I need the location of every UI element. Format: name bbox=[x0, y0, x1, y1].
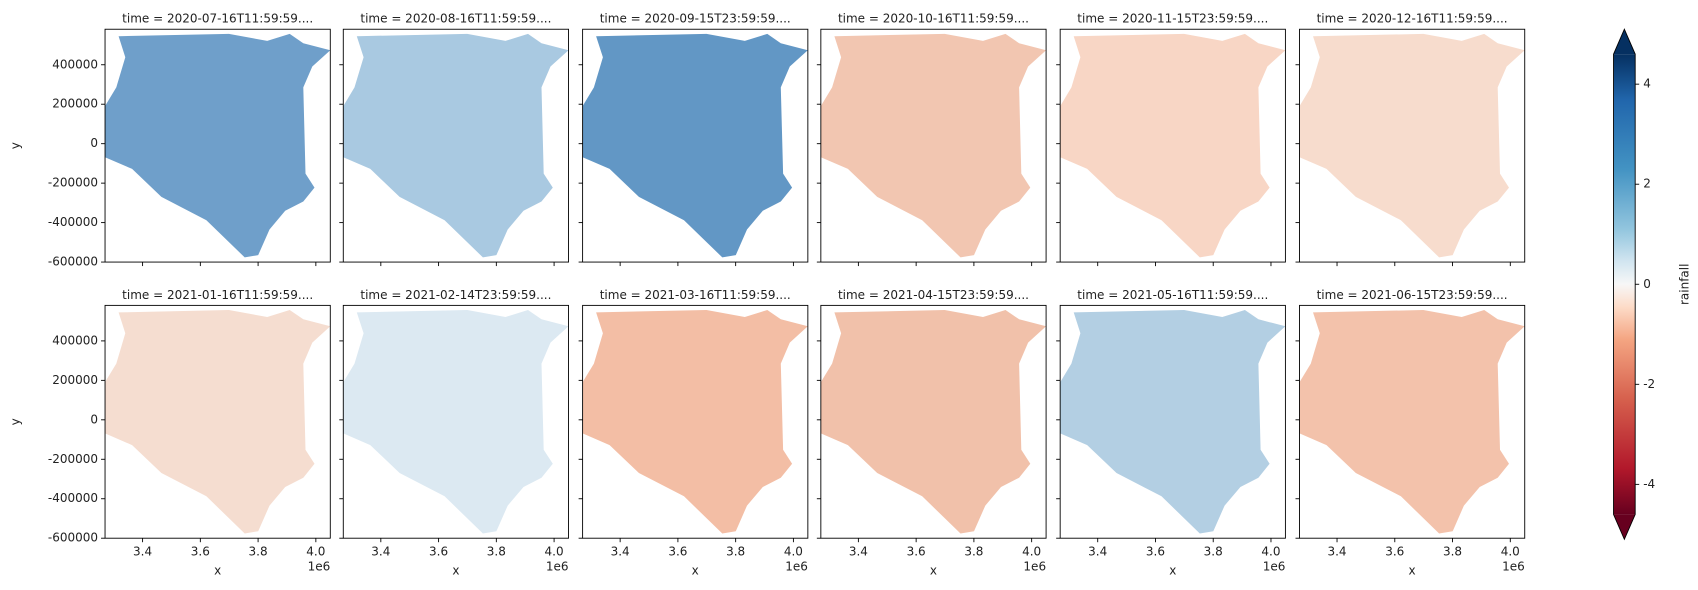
map-region bbox=[1299, 33, 1525, 258]
panel-title: time = 2020-07-16T11:59:59.... bbox=[122, 12, 313, 26]
x-tick-label: 4.0 bbox=[306, 545, 325, 559]
x-tick-label: 3.6 bbox=[907, 545, 926, 559]
x-tick-label: 3.8 bbox=[964, 545, 983, 559]
map-region bbox=[105, 33, 331, 258]
x-axis-label: x bbox=[1169, 564, 1176, 578]
x-offset-label: 1e6 bbox=[1023, 560, 1046, 574]
panel-title: time = 2020-11-15T23:59:59.... bbox=[1077, 12, 1268, 26]
x-tick-label: 4.0 bbox=[545, 545, 564, 559]
x-axis-label: x bbox=[452, 564, 459, 578]
x-axis-label: x bbox=[692, 564, 699, 578]
map-region bbox=[1299, 310, 1525, 534]
y-tick-label: 200000 bbox=[52, 373, 98, 387]
x-offset-label: 1e6 bbox=[308, 560, 331, 574]
colorbar-frame bbox=[1613, 28, 1636, 541]
panel-title: time = 2021-04-15T23:59:59.... bbox=[838, 288, 1029, 302]
y-tick-label: -600000 bbox=[48, 255, 98, 269]
panel-title: time = 2021-05-16T11:59:59.... bbox=[1077, 288, 1268, 302]
y-tick-label: 0 bbox=[90, 136, 98, 150]
x-tick-label: 3.8 bbox=[487, 545, 506, 559]
axes-frame bbox=[104, 304, 331, 539]
y-tick-label: 0 bbox=[90, 412, 98, 426]
x-tick-label: 3.4 bbox=[849, 545, 868, 559]
x-axis-label: x bbox=[930, 564, 937, 578]
x-tick-label: 3.6 bbox=[1385, 545, 1404, 559]
colorbar-extend-top bbox=[1613, 29, 1636, 55]
map-region bbox=[582, 310, 808, 534]
colorbar-tick-label: 0 bbox=[1643, 277, 1651, 291]
map-region bbox=[1060, 33, 1286, 258]
axes-frame bbox=[582, 304, 809, 539]
y-tick-label: -600000 bbox=[48, 531, 98, 545]
map-region bbox=[582, 33, 808, 258]
y-axis-label: y bbox=[9, 142, 23, 149]
panel-title: time = 2020-12-16T11:59:59.... bbox=[1317, 12, 1508, 26]
colorbar-tick-label: 4 bbox=[1643, 77, 1651, 91]
colorbar-extend-bottom bbox=[1613, 514, 1636, 540]
panel-title: time = 2020-08-16T11:59:59.... bbox=[360, 12, 551, 26]
map-region bbox=[343, 33, 569, 258]
y-tick-label: 200000 bbox=[52, 97, 98, 111]
x-tick-label: 3.6 bbox=[1146, 545, 1165, 559]
x-tick-label: 4.0 bbox=[1501, 545, 1520, 559]
axes-frame bbox=[820, 304, 1047, 539]
panel-title: time = 2020-10-16T11:59:59.... bbox=[838, 12, 1029, 26]
axes-frame bbox=[1299, 28, 1526, 263]
x-axis-label: x bbox=[1409, 564, 1416, 578]
colorbar-label: rainfall bbox=[1678, 264, 1692, 305]
colorbar-tick-label: -2 bbox=[1643, 377, 1655, 391]
x-offset-label: 1e6 bbox=[785, 560, 808, 574]
x-tick-label: 3.8 bbox=[249, 545, 268, 559]
x-tick-label: 4.0 bbox=[1261, 545, 1280, 559]
axes-frame bbox=[1059, 28, 1286, 263]
y-tick-label: -400000 bbox=[48, 215, 98, 229]
x-tick-label: 3.4 bbox=[133, 545, 152, 559]
y-axis-label: y bbox=[9, 418, 23, 425]
colorbar-tick-label: -4 bbox=[1643, 477, 1655, 491]
x-tick-label: 3.4 bbox=[1088, 545, 1107, 559]
x-tick-label: 3.6 bbox=[429, 545, 448, 559]
y-tick-label: -400000 bbox=[48, 491, 98, 505]
colorbar bbox=[1613, 54, 1636, 515]
x-tick-label: 3.4 bbox=[371, 545, 390, 559]
axes-frame bbox=[342, 28, 569, 263]
panel-title: time = 2020-09-15T23:59:59.... bbox=[600, 12, 791, 26]
x-tick-label: 3.4 bbox=[1327, 545, 1346, 559]
y-tick-label: -200000 bbox=[48, 176, 98, 190]
x-tick-label: 3.8 bbox=[1204, 545, 1223, 559]
map-region bbox=[105, 310, 331, 534]
colorbar-tick-label: 2 bbox=[1643, 177, 1651, 191]
x-offset-label: 1e6 bbox=[546, 560, 569, 574]
map-region bbox=[1060, 310, 1286, 534]
y-tick-label: 400000 bbox=[52, 57, 98, 71]
map-region bbox=[820, 33, 1047, 258]
x-axis-label: x bbox=[214, 564, 221, 578]
x-tick-label: 4.0 bbox=[1022, 545, 1041, 559]
axes-frame bbox=[1059, 304, 1286, 539]
x-tick-label: 3.6 bbox=[668, 545, 687, 559]
panel-title: time = 2021-01-16T11:59:59.... bbox=[122, 288, 313, 302]
x-offset-label: 1e6 bbox=[1502, 560, 1525, 574]
axes-frame bbox=[104, 28, 331, 263]
x-offset-label: 1e6 bbox=[1263, 560, 1286, 574]
y-tick-label: 400000 bbox=[52, 333, 98, 347]
x-tick-label: 3.8 bbox=[726, 545, 745, 559]
x-tick-label: 3.4 bbox=[611, 545, 630, 559]
map-region bbox=[343, 310, 569, 534]
x-tick-label: 4.0 bbox=[784, 545, 803, 559]
panel-title: time = 2021-03-16T11:59:59.... bbox=[600, 288, 791, 302]
axes-frame bbox=[582, 28, 809, 263]
axes-frame bbox=[1299, 304, 1526, 539]
map-region bbox=[820, 310, 1047, 534]
x-tick-label: 3.6 bbox=[191, 545, 210, 559]
x-tick-label: 3.8 bbox=[1443, 545, 1462, 559]
panel-title: time = 2021-06-15T23:59:59.... bbox=[1317, 288, 1508, 302]
panel-title: time = 2021-02-14T23:59:59.... bbox=[360, 288, 551, 302]
axes-frame bbox=[342, 304, 569, 539]
axes-frame bbox=[820, 28, 1047, 263]
y-tick-label: -200000 bbox=[48, 452, 98, 466]
